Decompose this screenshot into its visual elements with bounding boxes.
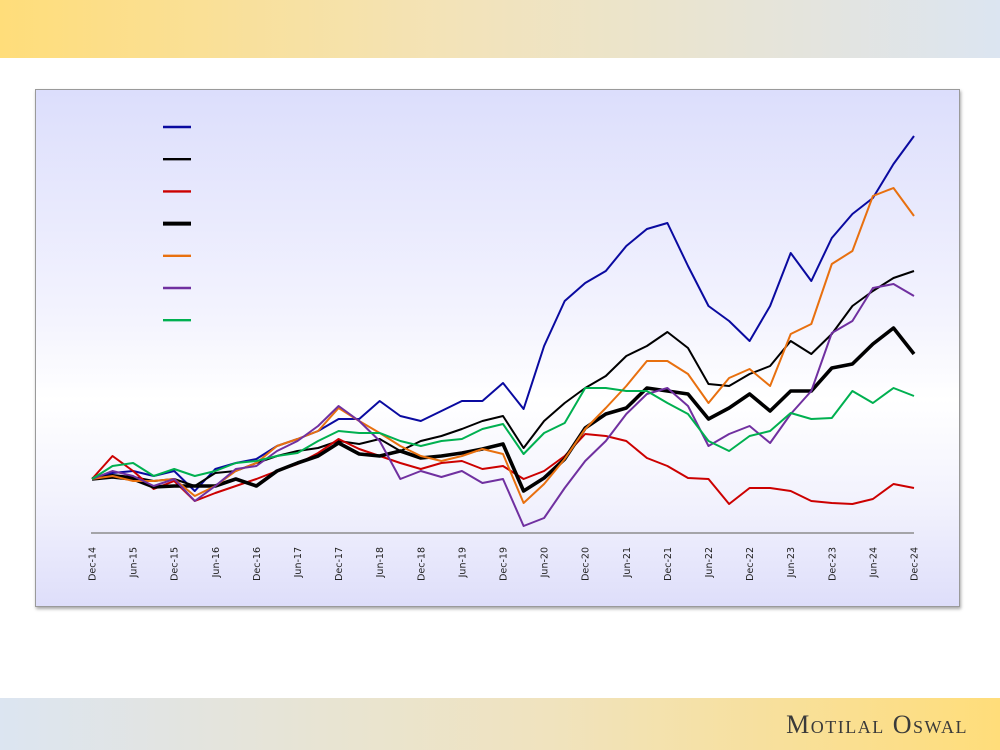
x-tick-label: Dec-21	[663, 547, 674, 581]
series-line-7	[91, 387, 915, 480]
x-tick-label: Dec-20	[581, 547, 592, 581]
footer-band: Motilal Oswal	[0, 698, 1000, 750]
x-tick-label: Dec-17	[334, 547, 345, 581]
series-line-5	[91, 187, 915, 504]
x-tick-label: Dec-15	[170, 547, 181, 581]
x-tick-label: Jun-22	[704, 547, 715, 578]
x-tick-label: Dec-19	[499, 547, 510, 581]
line-chart: Dec-14 Jun-15 Dec-15 Jun-16 Dec-16 Jun-17 Dec-…	[88, 125, 921, 581]
chart-panel: Dec-14 Jun-15 Dec-15 Jun-16 Dec-16 Jun-17 Dec-…	[35, 89, 960, 607]
x-tick-label: Jun-23	[786, 547, 797, 578]
company-logo: Motilal Oswal	[786, 710, 968, 739]
x-tick-label: Jun-17	[293, 547, 304, 578]
x-tick-label: Dec-22	[745, 547, 756, 581]
x-tick-label: Jun-20	[540, 547, 551, 578]
series-line-2	[91, 270, 915, 487]
series-line-3	[91, 433, 915, 505]
series-line-6	[91, 283, 915, 527]
x-tick-label: Dec-16	[252, 547, 263, 581]
x-tick-label: Jun-16	[211, 547, 222, 578]
x-tick-label: Jun-24	[868, 547, 879, 578]
x-tick-label: Dec-14	[88, 547, 99, 581]
x-tick-label: Dec-18	[416, 547, 427, 581]
series-line-4	[91, 326, 916, 493]
x-tick-label: Jun-18	[375, 547, 386, 578]
x-tick-label: Dec-23	[827, 547, 838, 581]
x-tick-label: Jun-19	[457, 547, 468, 578]
x-tick-label: Jun-15	[129, 547, 140, 578]
header-band	[0, 0, 1000, 58]
x-tick-label: Jun-21	[622, 547, 633, 578]
x-tick-label: Dec-24	[910, 547, 921, 581]
series-line-1	[91, 135, 915, 492]
